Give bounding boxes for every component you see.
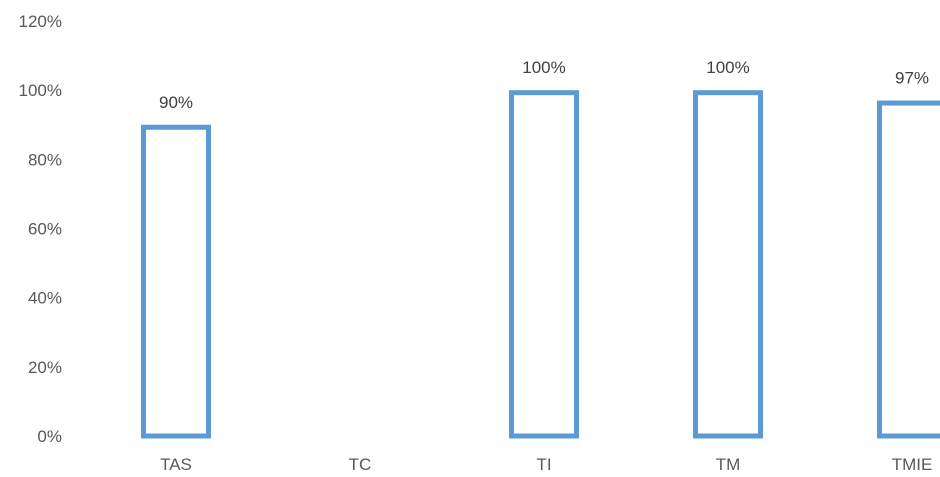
data-label-tas: 90% — [159, 93, 193, 112]
data-labels-group: 90% 100% 100% 97% — [159, 58, 929, 112]
y-axis: 0% 20% 40% 60% 80% 100% 120% — [19, 12, 62, 446]
x-tick-label-tm: TM — [716, 455, 741, 474]
y-tick-label: 80% — [28, 150, 62, 169]
y-tick-label: 120% — [19, 12, 62, 31]
y-tick-label: 0% — [37, 427, 62, 446]
x-tick-label-tc: TC — [349, 455, 372, 474]
data-label-tm: 100% — [706, 58, 749, 77]
data-label-tmie: 97% — [895, 69, 929, 88]
x-axis: TAS TC TI TM TMIE — [160, 455, 932, 474]
y-tick-label: 20% — [28, 358, 62, 377]
bars-group — [141, 90, 940, 439]
bar-tm — [693, 90, 763, 439]
x-tick-label-ti: TI — [536, 455, 551, 474]
y-tick-label: 60% — [28, 220, 62, 239]
bar-tmie — [877, 100, 940, 439]
bar-ti — [509, 90, 579, 439]
y-tick-label: 100% — [19, 81, 62, 100]
x-tick-label-tmie: TMIE — [892, 455, 933, 474]
data-label-ti: 100% — [522, 58, 565, 77]
x-tick-label-tas: TAS — [160, 455, 192, 474]
bar-tas — [141, 124, 211, 439]
y-tick-label: 40% — [28, 289, 62, 308]
